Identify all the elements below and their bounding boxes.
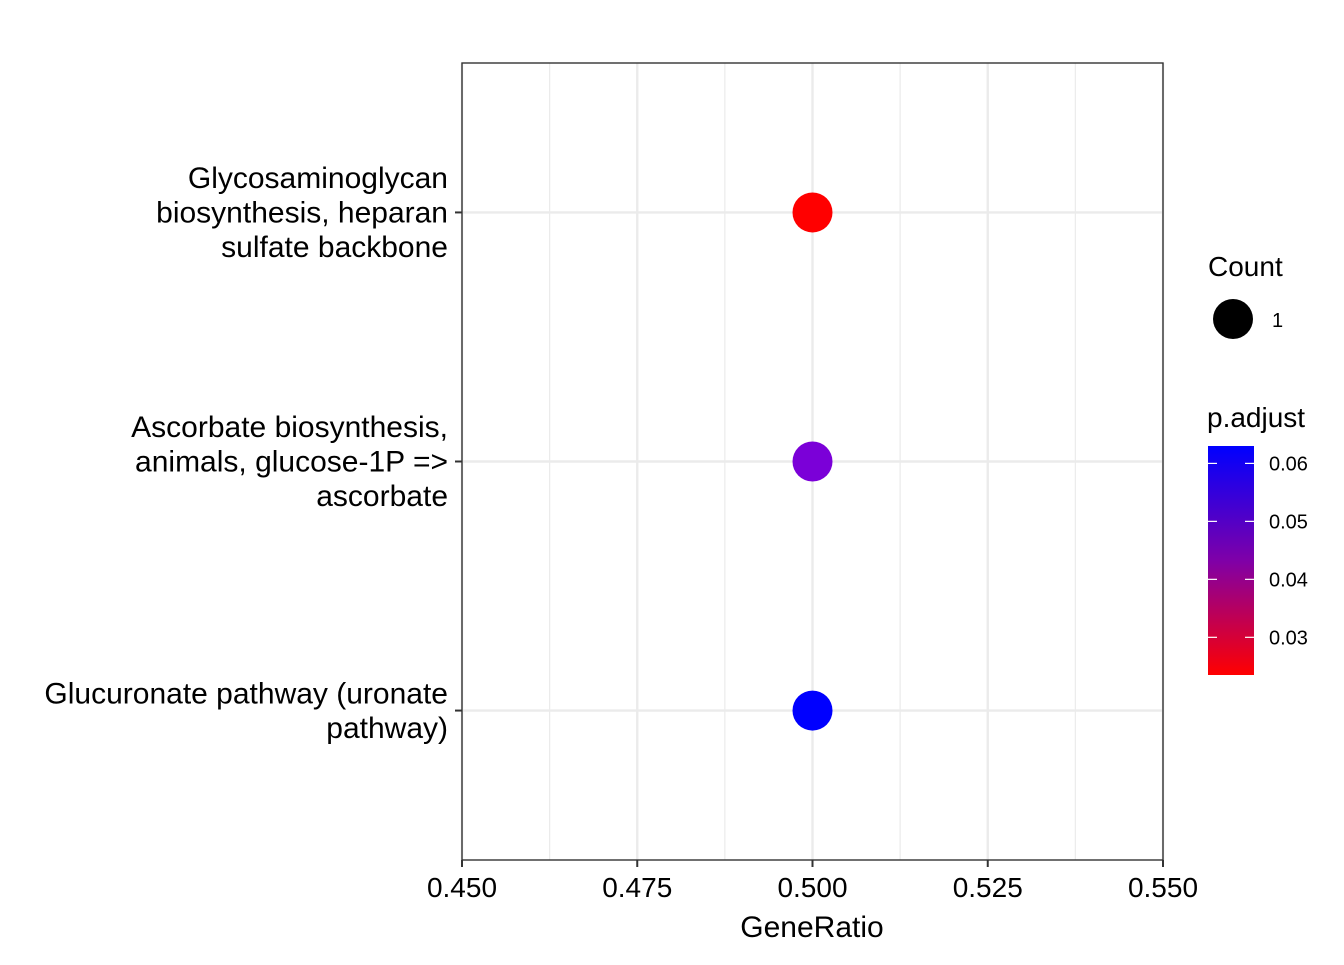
legend-colorbar-ticks: 0.06 0.05 0.04 0.03 xyxy=(1208,453,1308,649)
legend: Count 1 p.adjust 0.06 0.05 0.04 0.03 xyxy=(1207,251,1308,675)
x-axis: 0.450 0.475 0.500 0.525 0.550 xyxy=(427,860,1198,903)
x-tick-label: 0.450 xyxy=(427,872,497,903)
x-tick-label: 0.475 xyxy=(602,872,672,903)
data-point xyxy=(792,690,833,731)
plot-border xyxy=(461,62,1164,861)
y-tick-label-line: animals, glucose-1P => xyxy=(135,446,448,479)
colorbar-tick-label: 0.06 xyxy=(1269,453,1308,475)
y-tick-label-line: Glycosaminoglycan xyxy=(188,162,448,195)
data-point xyxy=(792,192,833,233)
y-tick-label: Glucuronate pathway (uronate pathway) xyxy=(44,677,448,745)
y-tick-label: Glycosaminoglycan biosynthesis, heparan su… xyxy=(156,162,448,264)
data-point xyxy=(792,441,833,482)
colorbar-tick-label: 0.05 xyxy=(1269,511,1308,533)
x-tick-label: 0.500 xyxy=(777,872,847,903)
y-tick-label-line: Ascorbate biosynthesis, xyxy=(131,411,448,444)
y-tick-label: Ascorbate biosynthesis, animals, glucose-… xyxy=(131,411,448,513)
y-tick-label-line: pathway) xyxy=(326,712,448,745)
y-tick-label-line: Glucuronate pathway (uronate xyxy=(44,677,448,710)
colorbar-tick-label: 0.04 xyxy=(1269,569,1308,591)
data-points xyxy=(792,192,833,731)
x-tick-label: 0.550 xyxy=(1128,872,1198,903)
legend-count-label: 1 xyxy=(1272,310,1283,332)
legend-padjust-title: p.adjust xyxy=(1207,402,1305,433)
x-tick-label: 0.525 xyxy=(953,872,1023,903)
y-tick-label-line: biosynthesis, heparan xyxy=(156,196,448,229)
colorbar-tick-label: 0.03 xyxy=(1269,627,1308,649)
y-axis-labels: Glycosaminoglycan biosynthesis, heparan su… xyxy=(44,162,462,745)
y-tick-label-line: ascorbate xyxy=(316,480,448,513)
y-tick-label-line: sulfate backbone xyxy=(221,231,448,264)
x-axis-title: GeneRatio xyxy=(740,911,883,944)
legend-colorbar xyxy=(1208,446,1254,675)
legend-count-title: Count xyxy=(1208,251,1283,282)
legend-count-key xyxy=(1213,299,1253,339)
